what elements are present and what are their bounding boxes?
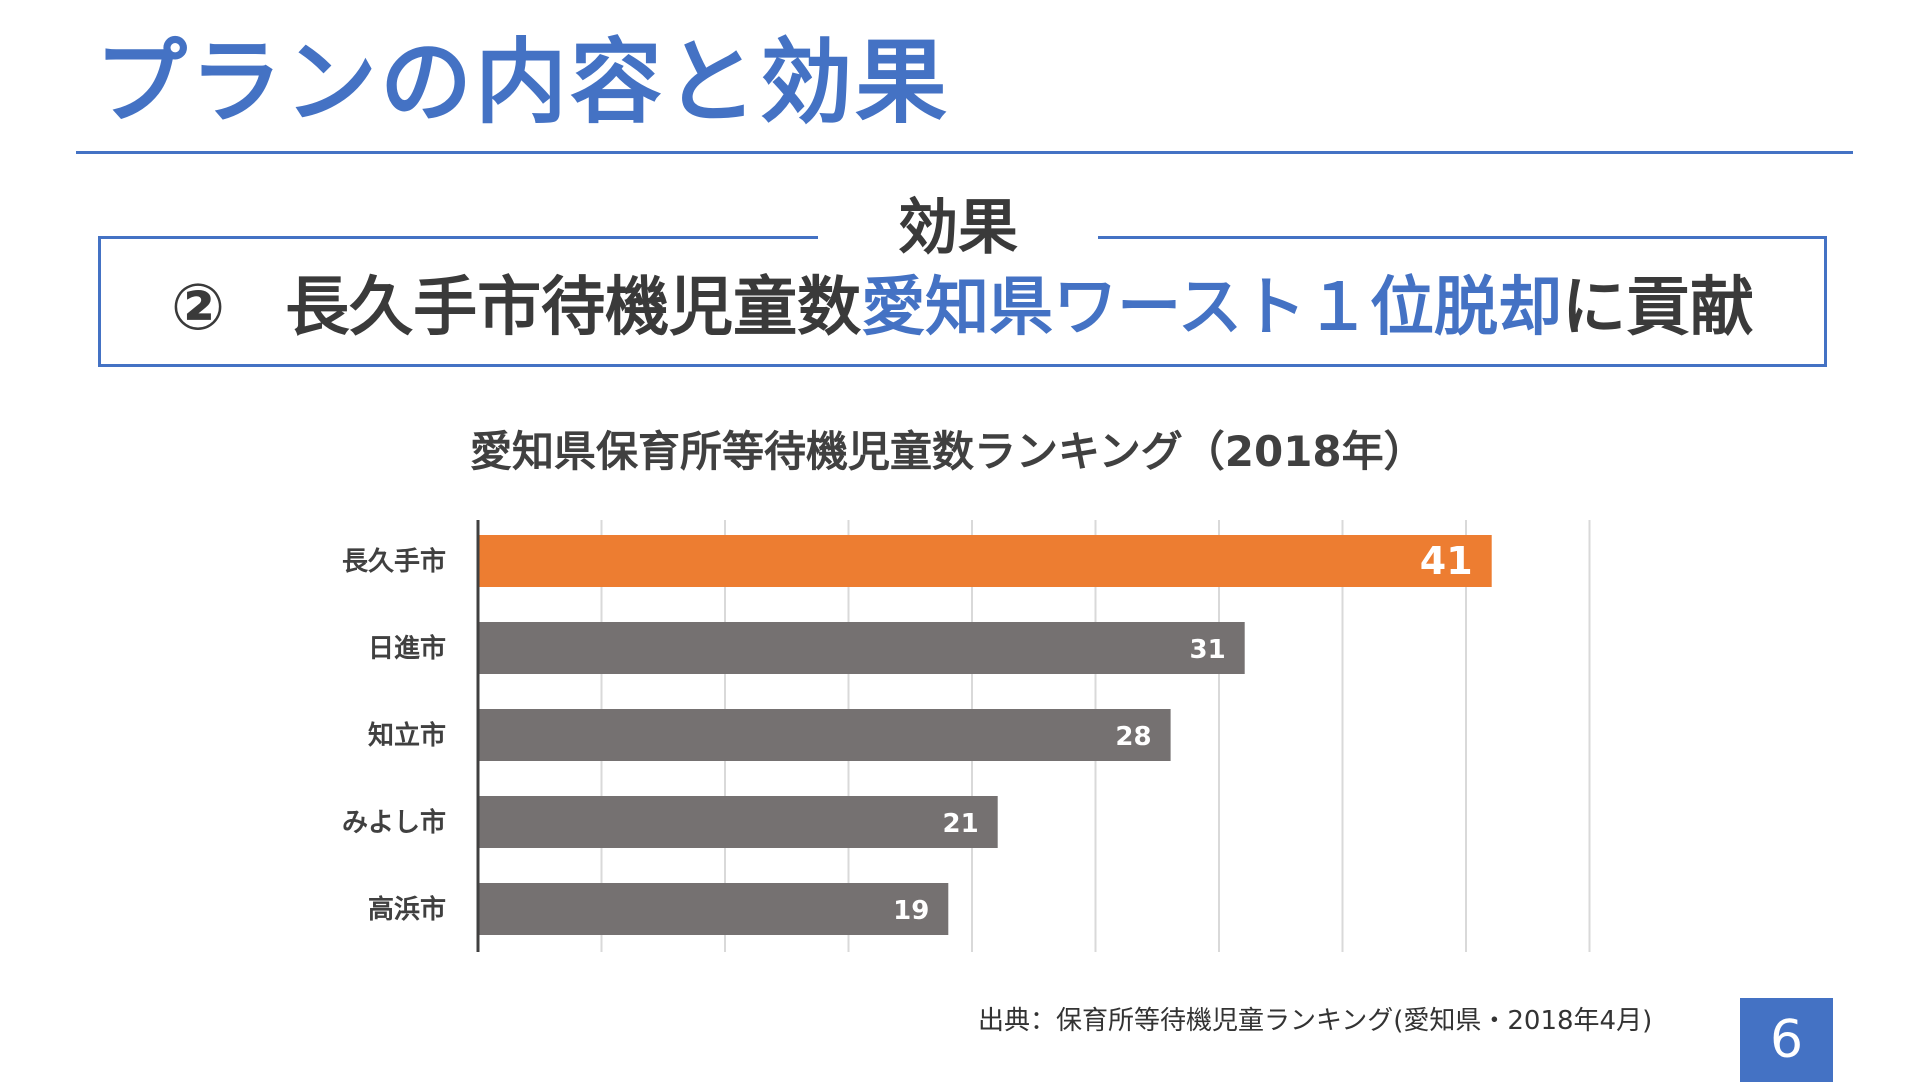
page-number: 6 — [1740, 998, 1833, 1082]
category-label: 高浜市 — [368, 894, 446, 925]
effect-text-highlight: 愛知県ワースト１位脱却 — [861, 271, 1562, 345]
effect-heading: 効果 — [818, 192, 1098, 264]
value-label: 31 — [1190, 635, 1226, 665]
bar-3 — [479, 709, 1171, 761]
value-label: 21 — [943, 809, 979, 839]
effect-number: ② — [171, 271, 226, 345]
effect-text-after: に貢献 — [1562, 271, 1754, 345]
bar-4 — [479, 796, 998, 848]
category-label: 知立市 — [368, 720, 446, 751]
bar-1 — [479, 535, 1492, 587]
value-label: 28 — [1115, 722, 1151, 752]
category-label: みよし市 — [342, 807, 446, 838]
value-label: 41 — [1420, 539, 1473, 583]
page-title: プランの内容と効果 — [95, 29, 951, 136]
effect-statement: ② 長久手市待機児童数愛知県ワースト１位脱却に貢献 — [98, 268, 1827, 348]
source-citation: 出典：保育所等待機児童ランキング(愛知県・2018年4月) — [978, 1006, 1653, 1036]
chart-title: 愛知県保育所等待機児童数ランキング（2018年） — [470, 427, 1426, 476]
bar-5 — [479, 883, 949, 935]
bar-chart: 長久手市 41 日進市 31 知立市 28 みよし市 21 高浜市 19 — [342, 520, 1591, 952]
category-label: 日進市 — [368, 633, 446, 664]
title-divider — [76, 151, 1853, 154]
category-label: 長久手市 — [342, 546, 446, 577]
bar-2 — [479, 622, 1245, 674]
effect-text-before: 長久手市待機児童数 — [285, 271, 862, 345]
value-label: 19 — [893, 896, 929, 926]
